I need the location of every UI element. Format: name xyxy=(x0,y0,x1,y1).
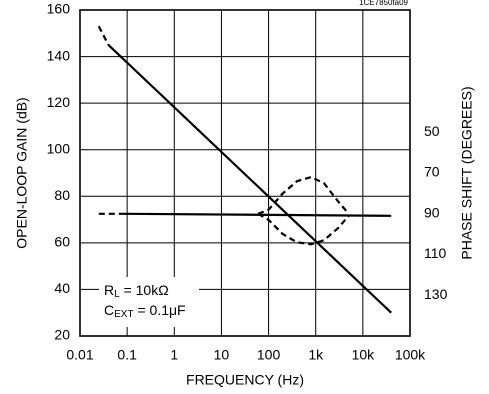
x-tick-label: 10k xyxy=(352,347,376,363)
y2-tick-labels: 50 70 90 110 130 xyxy=(424,123,448,302)
annotation-backdrop xyxy=(99,277,199,327)
y-tick-label: 140 xyxy=(47,47,71,63)
gain-line-dashed xyxy=(97,25,110,46)
phase-line xyxy=(122,212,392,217)
y-axis-label: OPEN-LOOP GAIN (dB) xyxy=(14,97,30,248)
y2-axis-label: PHASE SHIFT (DEGREES) xyxy=(459,86,475,259)
y-tick-label: 120 xyxy=(47,94,71,110)
y2-tick-label: 50 xyxy=(424,123,440,139)
x-tick-label: 1k xyxy=(308,347,324,363)
y2-tick-label: 110 xyxy=(424,245,447,261)
y-tick-label: 100 xyxy=(47,140,71,156)
y-tick-label: 60 xyxy=(54,234,70,250)
x-tick-label: 1 xyxy=(170,347,178,363)
series-group xyxy=(97,25,392,314)
y2-tick-label: 90 xyxy=(424,204,440,220)
cext-annotation: CEXT = 0.1μF xyxy=(104,302,186,320)
y-tick-label: 40 xyxy=(54,280,70,296)
x-tick-label: 0.01 xyxy=(66,347,93,363)
x-tick-labels: 0.01 0.1 1 10 100 1k 10k 100k xyxy=(66,347,426,363)
y-tick-labels: 20 40 60 80 100 120 140 160 xyxy=(47,1,71,343)
x-tick-label: 0.1 xyxy=(117,347,137,363)
x-tick-label: 10 xyxy=(214,347,230,363)
rl-annotation: RL = 10kΩ xyxy=(104,282,169,300)
y2-tick-label: 70 xyxy=(424,164,440,180)
y-tick-label: 80 xyxy=(54,187,70,203)
x-tick-label: 100k xyxy=(395,347,426,363)
y-tick-label: 20 xyxy=(54,327,70,343)
y2-tick-label: 130 xyxy=(424,286,448,302)
x-axis-label: FREQUENCY (Hz) xyxy=(186,372,304,388)
plot-frame xyxy=(79,9,411,337)
grid xyxy=(80,10,410,336)
phase-variation-line-dashed xyxy=(257,212,350,246)
gain-line xyxy=(107,44,392,314)
figure-id: 1CE7850ta09 xyxy=(359,0,408,7)
x-tick-label: 100 xyxy=(257,347,281,363)
y-tick-label: 160 xyxy=(47,1,71,17)
phase-variation-line-dashed xyxy=(257,176,350,215)
